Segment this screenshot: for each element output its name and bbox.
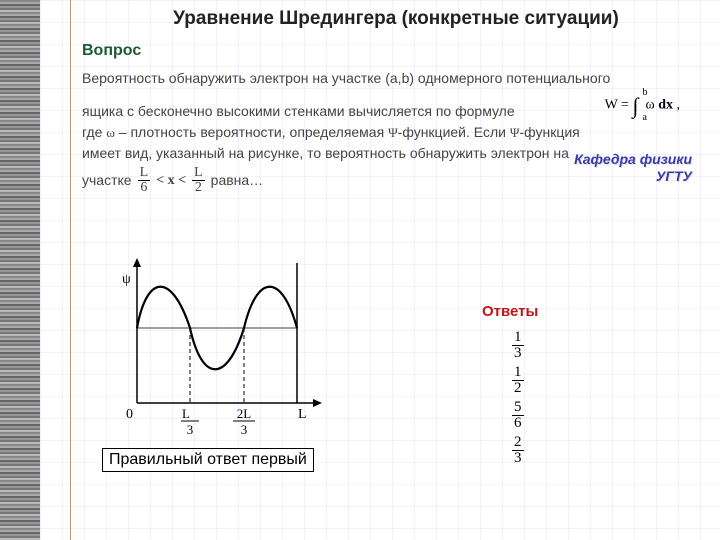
text-2b: ,	[677, 98, 681, 113]
margin-line	[70, 0, 71, 540]
tick1-den: 3	[187, 422, 194, 437]
line-3: где ω – плотность вероятности, определяе…	[82, 122, 710, 143]
zero-label: 0	[126, 407, 133, 422]
footer-line-1: Кафедра физики	[574, 151, 692, 168]
answer-2: 12	[512, 365, 524, 396]
text-3d: -функция	[519, 124, 579, 140]
text-2a: ящика с бесконечно высокими стенками выч…	[82, 103, 515, 119]
line-1: Вероятность обнаружить электрон на участ…	[82, 68, 710, 89]
text-5a: участке	[82, 170, 132, 191]
line-2: ящика с бесконечно высокими стенками выч…	[82, 89, 710, 122]
page-background: Уравнение Шредингера (конкретные ситуаци…	[40, 0, 720, 540]
answers-list: 13 12 56 23	[512, 330, 524, 466]
answer-1: 13	[512, 330, 524, 361]
spiral-binding	[0, 0, 40, 540]
psi-sym-2: Ψ	[510, 125, 520, 140]
integral: b∫a	[632, 89, 638, 122]
text-3a: где	[82, 124, 106, 140]
range-frac-2: L 2	[192, 166, 205, 195]
L-label: L	[298, 407, 307, 422]
footer-line-2: УГТУ	[574, 168, 692, 185]
text-5b: равна…	[211, 170, 264, 191]
page-title: Уравнение Шредингера (конкретные ситуаци…	[82, 8, 710, 30]
psi-label: ψ	[122, 272, 131, 287]
formula-W: W = b∫a ω dx ,	[605, 89, 710, 122]
answer-4: 23	[512, 435, 524, 466]
answers-label: Ответы	[482, 303, 538, 320]
text-1: Вероятность обнаружить электрон на участ…	[82, 68, 610, 89]
text-3b: – плотность вероятности, определяемая	[115, 124, 388, 140]
dx: dx	[655, 98, 673, 113]
range-frac-1: L 6	[138, 166, 151, 195]
content-area: Уравнение Шредингера (конкретные ситуаци…	[82, 8, 710, 195]
tick2-den: 3	[241, 422, 248, 437]
omega-sym: ω	[106, 125, 115, 140]
footer: Кафедра физики УГТУ	[574, 151, 692, 185]
psi-sym-1: Ψ	[388, 125, 398, 140]
x-axis-arrow	[313, 399, 322, 407]
tick1-num: L	[182, 406, 190, 421]
y-axis-arrow	[133, 258, 141, 267]
tick2-num: 2L	[237, 406, 252, 421]
range-op: < x <	[156, 170, 186, 191]
text-3c: -функцией. Если	[398, 124, 510, 140]
correct-answer-box: Правильный ответ первый	[102, 448, 314, 472]
wavefunction-graph: ψ 0 L L 3 2L 3	[102, 253, 332, 443]
W-eq: W =	[605, 98, 633, 113]
question-label: Вопрос	[82, 42, 710, 60]
answer-3: 56	[512, 400, 524, 431]
